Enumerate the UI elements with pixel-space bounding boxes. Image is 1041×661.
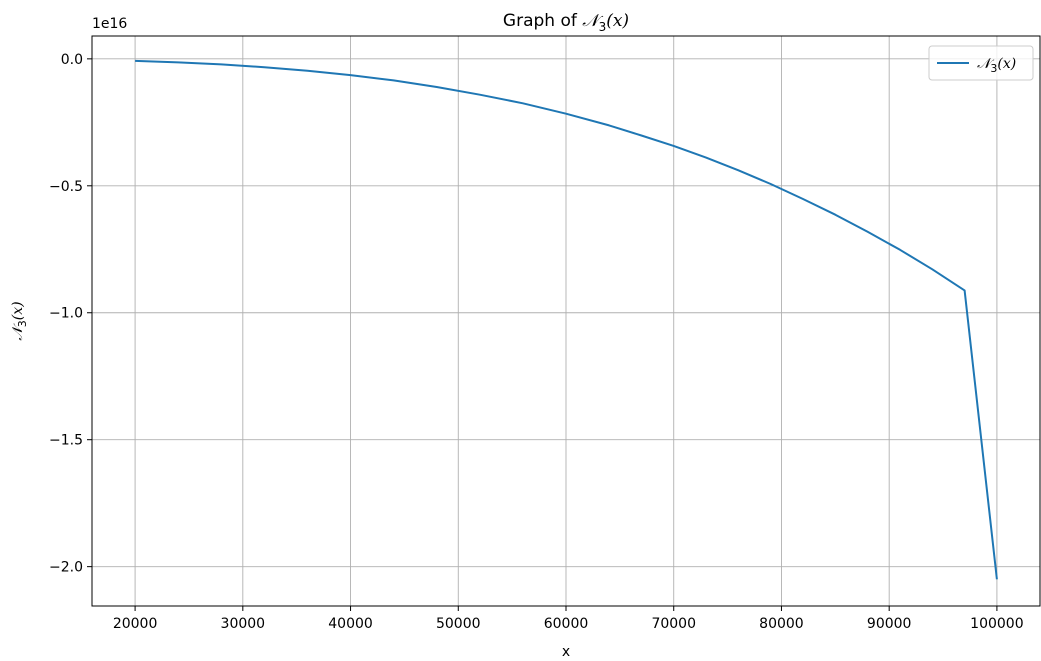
x-tick-label: 50000 (436, 616, 481, 632)
legend-label: 𝒩3(x) (977, 56, 1016, 75)
y-tick-label: 0.0 (61, 52, 83, 68)
chart-title-args: (x) (606, 11, 629, 31)
chart-title-sub: 3 (599, 20, 607, 34)
legend-box (928, 45, 1034, 81)
x-tick-label: 90000 (867, 616, 912, 632)
chart-title-prefix: Graph of (503, 11, 582, 31)
legend: 𝒩3(x) (928, 45, 1034, 81)
y-tick-label: −1.0 (49, 306, 83, 322)
y-tick-label: −0.5 (49, 179, 83, 195)
x-tick-label: 70000 (651, 616, 696, 632)
y-axis-label-args: (x) (10, 301, 26, 320)
chart-title: Graph of 𝒩3(x) (503, 11, 629, 34)
x-tick-label: 30000 (221, 616, 266, 632)
x-axis-label: x (562, 644, 570, 660)
series-layer (135, 59, 998, 580)
x-tick-label: 80000 (759, 616, 804, 632)
series-line (135, 59, 998, 580)
x-tick-label: 100000 (970, 616, 1023, 632)
y-axis-label-sub: 3 (16, 320, 29, 327)
x-tick-label: 20000 (113, 616, 158, 632)
grid (92, 36, 1040, 606)
x-tick-label: 40000 (328, 616, 373, 632)
legend-label-args: (x) (997, 56, 1016, 72)
y-axis-label: 𝒩3(x) (10, 301, 29, 340)
y-tick-label: −2.0 (49, 560, 83, 576)
y-axis: 0.0 −0.5 −1.0 −1.5 −2.0 (49, 52, 92, 576)
x-axis: 20000 30000 40000 50000 60000 70000 80000 90000… (113, 606, 1024, 632)
y-tick-label: −1.5 (49, 433, 83, 449)
legend-label-sub: 3 (990, 62, 997, 75)
x-tick-label: 60000 (544, 616, 589, 632)
y-offset-label: 1e16 (92, 16, 127, 32)
